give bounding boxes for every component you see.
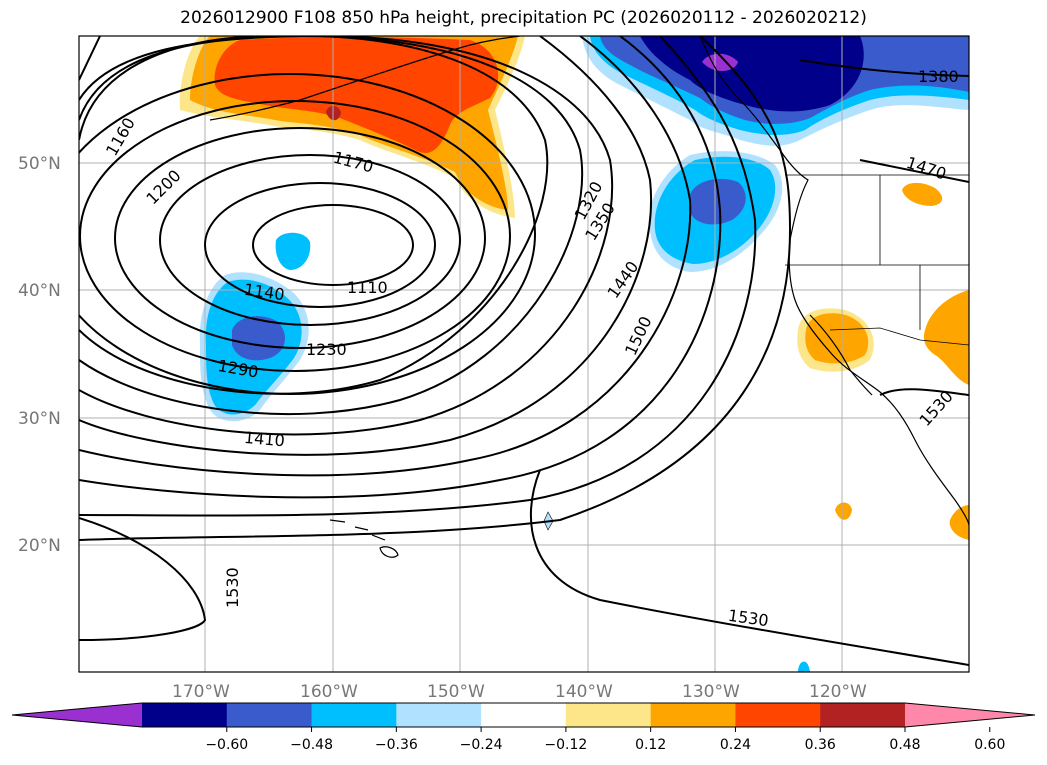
precip-positive-region-mexico xyxy=(923,290,969,385)
lat-label: 40°N xyxy=(18,281,61,301)
height-contours xyxy=(79,36,969,666)
contour-1380 xyxy=(79,36,652,456)
precip-negative-region-nw-core xyxy=(640,36,864,112)
lat-label: 50°N xyxy=(18,154,61,174)
precip-negative-region-oregon-core xyxy=(690,178,746,225)
contour-1530-west xyxy=(79,517,207,641)
colorbar-segment xyxy=(650,703,736,727)
precip-positive-region-baja-core xyxy=(805,313,869,364)
latitude-labels: 50°N 40°N 30°N 20°N xyxy=(18,154,61,556)
map-area: 1160 1200 1170 1110 1140 1230 1290 1410 … xyxy=(79,36,969,672)
lat-label: 20°N xyxy=(18,536,61,556)
colorbar-tick-label: 0.60 xyxy=(974,737,1005,753)
contour-label: 1380 xyxy=(918,67,959,86)
map-frame xyxy=(78,35,970,673)
precip-negative-small-south xyxy=(798,661,810,672)
colorbar-segment xyxy=(142,703,228,727)
lat-label: 30°N xyxy=(18,409,61,429)
colorbar-segment xyxy=(565,703,652,727)
colorbar-tick-label: 0.12 xyxy=(635,737,666,753)
colorbar-tick-label: −0.60 xyxy=(205,737,248,753)
contour-1380-ne xyxy=(799,59,969,77)
colorbar-tick-label: −0.24 xyxy=(460,737,503,753)
colorbar-segment xyxy=(481,703,567,727)
longitude-labels: 170°W 160°W 150°W 140°W 130°W 120°W xyxy=(172,682,867,702)
colorbar-right-arrow xyxy=(905,703,1035,727)
contour-1470-ne xyxy=(859,159,969,183)
colorbar: −0.60 −0.48 −0.36 −0.24 −0.12 0.12 0.24 0.36 0.4… xyxy=(11,702,1036,753)
lon-label: 150°W xyxy=(427,682,485,702)
lon-label: 120°W xyxy=(809,682,867,702)
map-title: 2026012900 F108 850 hPa height, precipit… xyxy=(180,8,867,28)
coastline-baja xyxy=(809,314,873,396)
state-borders xyxy=(785,174,969,330)
border-us-mexico xyxy=(829,327,969,346)
colorbar-tick-label: 0.48 xyxy=(889,737,920,753)
precip-negative-small-blob xyxy=(275,232,311,270)
contour-1170 xyxy=(159,154,461,326)
colorbar-tick-label: −0.36 xyxy=(375,737,418,753)
colorbar-tick-label: 0.36 xyxy=(805,737,836,753)
lon-label: 160°W xyxy=(300,682,358,702)
colorbar-segment xyxy=(820,703,906,727)
colorbar-segment xyxy=(226,703,313,727)
precip-negative-region-nw-peak xyxy=(702,53,738,72)
colorbar-outline xyxy=(11,702,1036,728)
contour-1410 xyxy=(79,36,692,477)
contour-1470 xyxy=(79,36,757,517)
colorbar-segment xyxy=(735,703,821,727)
contour-1110 xyxy=(252,204,414,286)
colorbar-tick-label: −0.12 xyxy=(544,737,587,753)
contour-label: 1110 xyxy=(347,278,388,297)
contour-label: 1230 xyxy=(306,340,347,359)
colorbar-tick-label: −0.48 xyxy=(290,737,333,753)
precip-positive-region-rockies xyxy=(902,182,943,206)
contour-1440 xyxy=(79,36,722,499)
contour-label: 1530 xyxy=(223,567,242,608)
precip-positive-region-south xyxy=(835,502,852,520)
lon-label: 170°W xyxy=(172,682,230,702)
contour-1200 xyxy=(114,127,486,349)
contour-1530-east xyxy=(529,388,969,666)
precip-positive-region-gulf-core xyxy=(214,37,499,153)
contour-1500 xyxy=(79,36,792,541)
gridlines xyxy=(79,36,969,672)
contour-label: 1410 xyxy=(243,428,285,450)
colorbar-tick-label: 0.24 xyxy=(720,737,751,753)
contour-1350 xyxy=(79,36,614,436)
lon-label: 130°W xyxy=(682,682,740,702)
contour-1140 xyxy=(204,182,436,308)
coastline-alaska-islands xyxy=(209,36,521,121)
contour-1230 xyxy=(79,100,511,372)
coastline-north-america xyxy=(699,36,969,526)
colorbar-segment xyxy=(311,703,397,727)
lon-label: 140°W xyxy=(555,682,613,702)
colorbar-left-arrow xyxy=(12,703,142,727)
colorbar-segment xyxy=(396,703,482,727)
coastlines xyxy=(209,36,969,558)
precip-negative-region-central-core xyxy=(232,316,285,361)
coastline-hawaii xyxy=(329,519,399,558)
